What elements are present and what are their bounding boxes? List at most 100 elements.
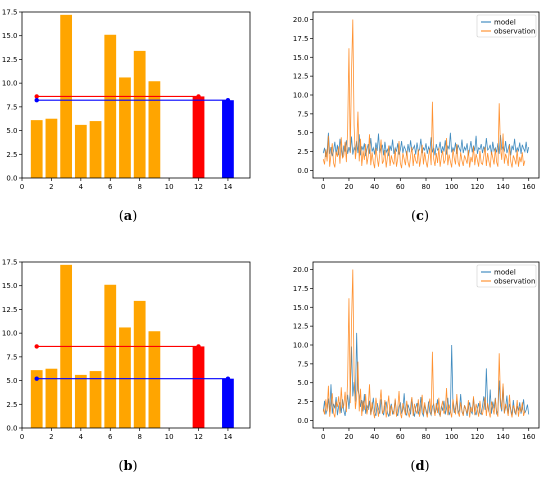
x-tick-label: 60 bbox=[396, 183, 405, 191]
bar-9 bbox=[148, 331, 161, 428]
y-tick-label: 0.0 bbox=[297, 417, 308, 425]
y-tick-label: 0.0 bbox=[6, 175, 17, 183]
caption-close-paren: ) bbox=[133, 459, 138, 474]
x-tick-label: 160 bbox=[522, 433, 535, 441]
caption-letter: c bbox=[416, 209, 424, 224]
series-line-observation bbox=[322, 19, 526, 169]
bar-5 bbox=[89, 371, 102, 428]
x-tick-label: 120 bbox=[471, 183, 484, 191]
y-tick-label: 0.0 bbox=[297, 167, 308, 175]
panel-caption: (b) bbox=[118, 459, 137, 474]
y-tick-label: 5.0 bbox=[6, 127, 17, 135]
x-tick-label: 14 bbox=[223, 433, 232, 441]
y-tick-label: 17.5 bbox=[293, 35, 309, 43]
red-line-start-point bbox=[34, 94, 39, 99]
x-tick-label: 40 bbox=[370, 433, 379, 441]
caption-close-paren: ) bbox=[425, 459, 430, 474]
x-tick-label: 0 bbox=[20, 183, 24, 191]
blue-line-end-point bbox=[225, 98, 231, 103]
bar-2 bbox=[45, 368, 58, 428]
panel-caption: (a) bbox=[119, 209, 138, 224]
caption-open-paren: ( bbox=[410, 459, 415, 474]
x-tick-label: 160 bbox=[522, 183, 535, 191]
x-tick-label: 0 bbox=[321, 433, 325, 441]
panel-a: 0 2 4 6 8 10 12 14 0.0 2.5 5.0 7.5 10.0 12.5 15.0 17.5 (… bbox=[2, 9, 251, 224]
y-tick-label: 12.5 bbox=[2, 56, 18, 64]
series-line-model bbox=[322, 132, 530, 157]
y-tick-label: 5.0 bbox=[6, 377, 17, 385]
y-tick-label: 15.0 bbox=[2, 282, 18, 290]
bar-8 bbox=[133, 300, 146, 428]
x-tick-label: 20 bbox=[344, 433, 353, 441]
blue-bar bbox=[222, 100, 234, 178]
bar-4 bbox=[74, 374, 87, 428]
axes-frame bbox=[21, 261, 251, 429]
x-tick-label: 60 bbox=[396, 433, 405, 441]
panel-b: 0 2 4 6 8 10 12 14 0.0 2.5 5.0 7.5 10.0 12.5 15.0 17.5 (… bbox=[2, 259, 251, 474]
y-tick-label: 7.5 bbox=[297, 110, 308, 118]
x-tick-label: 10 bbox=[165, 183, 174, 191]
bar-9 bbox=[148, 81, 161, 178]
x-tick-label: 0 bbox=[321, 183, 325, 191]
x-tick-label: 80 bbox=[422, 433, 431, 441]
y-tick-label: 7.5 bbox=[297, 360, 308, 368]
caption-close-paren: ) bbox=[132, 209, 137, 224]
x-tick-label: 0 bbox=[20, 433, 24, 441]
x-tick-label: 4 bbox=[79, 433, 84, 441]
blue-line-end-point bbox=[225, 376, 231, 381]
series-group bbox=[322, 19, 530, 169]
x-tick-label: 4 bbox=[79, 183, 84, 191]
axes-frame bbox=[21, 11, 251, 179]
y-tick-label: 20.0 bbox=[293, 16, 309, 24]
x-tick-label: 20 bbox=[344, 183, 353, 191]
legend-label-observation: observation bbox=[494, 278, 535, 286]
caption-open-paren: ( bbox=[411, 209, 416, 224]
blue-line-start-point bbox=[34, 376, 39, 381]
bar-2 bbox=[45, 118, 58, 178]
y-tick-label: 12.5 bbox=[293, 73, 309, 81]
y-tick-label: 15.0 bbox=[293, 304, 309, 312]
y-tick-label: 15.0 bbox=[293, 54, 309, 62]
legend-label-model: model bbox=[494, 269, 516, 277]
bar-8 bbox=[133, 50, 146, 178]
x-tick-label: 10 bbox=[165, 433, 174, 441]
red-line-end-point bbox=[196, 94, 201, 99]
y-tick-label: 17.5 bbox=[2, 9, 18, 17]
x-tick-label: 100 bbox=[445, 433, 458, 441]
x-tick-label: 8 bbox=[137, 183, 141, 191]
x-tick-label: 140 bbox=[496, 183, 509, 191]
x-tick-label: 6 bbox=[108, 433, 113, 441]
caption-letter: d bbox=[415, 459, 424, 474]
x-tick-label: 120 bbox=[471, 433, 484, 441]
y-tick-label: 20.0 bbox=[293, 266, 309, 274]
x-tick-label: 6 bbox=[108, 183, 113, 191]
legend-box bbox=[476, 14, 537, 38]
bar-5 bbox=[89, 121, 102, 178]
bar-6 bbox=[104, 284, 117, 428]
x-tick-label: 12 bbox=[194, 183, 203, 191]
y-tick-label: 2.5 bbox=[297, 148, 308, 156]
y-tick-label: 17.5 bbox=[293, 285, 309, 293]
caption-letter: b bbox=[123, 459, 132, 474]
y-tick-label: 5.0 bbox=[297, 379, 308, 387]
y-tick-label: 2.5 bbox=[6, 401, 17, 409]
x-tick-label: 2 bbox=[49, 183, 53, 191]
caption-open-paren: ( bbox=[119, 209, 124, 224]
x-tick-label: 40 bbox=[370, 183, 379, 191]
x-tick-label: 140 bbox=[496, 433, 509, 441]
series-group bbox=[322, 269, 530, 419]
blue-line-start-point bbox=[34, 98, 39, 103]
x-tick-label: 2 bbox=[49, 433, 53, 441]
y-tick-label: 7.5 bbox=[6, 103, 17, 111]
legend-label-model: model bbox=[494, 19, 516, 27]
legend-box bbox=[476, 264, 537, 288]
y-tick-label: 0.0 bbox=[6, 425, 17, 433]
red-line-end-point bbox=[196, 344, 201, 349]
y-tick-label: 7.5 bbox=[6, 353, 17, 361]
red-bar bbox=[192, 96, 205, 178]
x-tick-label: 12 bbox=[194, 433, 203, 441]
y-tick-label: 15.0 bbox=[2, 32, 18, 40]
